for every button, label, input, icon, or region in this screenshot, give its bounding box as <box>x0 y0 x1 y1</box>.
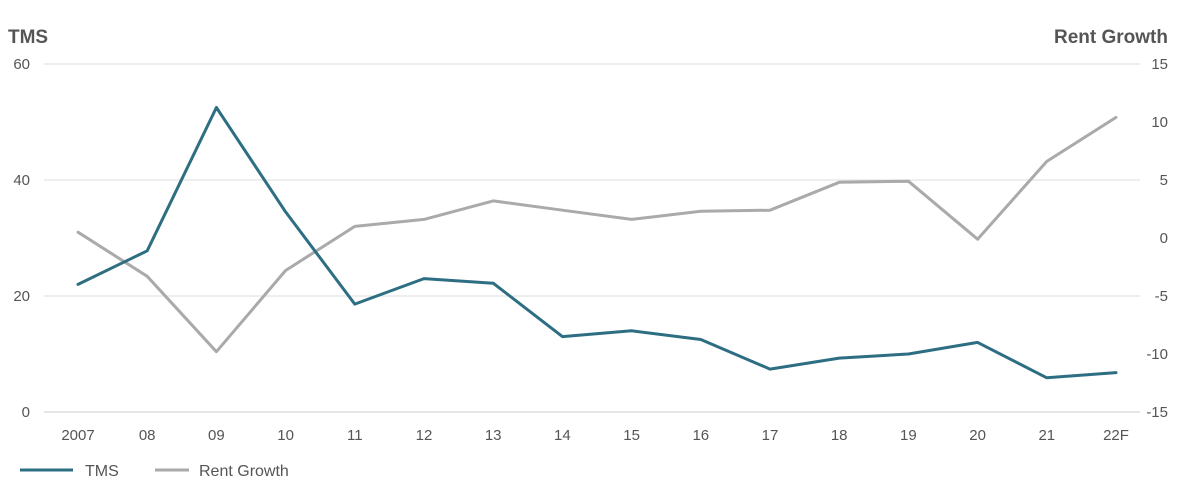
grid-layer <box>44 63 1140 413</box>
x-tick-label: 15 <box>623 427 640 444</box>
left-tick-label: 40 <box>13 172 30 189</box>
right-tick-label: -15 <box>1146 404 1168 421</box>
x-tick-label: 19 <box>900 427 917 444</box>
left-tick-label: 0 <box>22 404 30 421</box>
x-tick-label: 18 <box>831 427 848 444</box>
x-tick-label: 13 <box>485 427 502 444</box>
right-tick-label: -10 <box>1146 346 1168 363</box>
x-tick-label: 2007 <box>61 427 94 444</box>
series-line-tms <box>76 106 1118 380</box>
left-axis-title: TMS <box>8 27 48 48</box>
x-tick-label: 17 <box>762 427 779 444</box>
x-tick-label: 22F <box>1103 427 1129 444</box>
right-tick-label: 15 <box>1151 56 1168 73</box>
x-tick-label: 08 <box>139 427 156 444</box>
left-tick-label: 20 <box>13 288 30 305</box>
series-layer <box>76 106 1118 380</box>
right-tick-label: -5 <box>1155 288 1168 305</box>
x-tick-label: 10 <box>277 427 294 444</box>
right-axis-title: Rent Growth <box>1054 27 1168 48</box>
x-tick-label: 21 <box>1038 427 1055 444</box>
x-tick-label: 14 <box>554 427 571 444</box>
series-line-rent-growth <box>76 115 1118 354</box>
right-tick-label: 10 <box>1151 114 1168 131</box>
x-tick-label: 09 <box>208 427 225 444</box>
legend: TMS Rent Growth <box>20 463 289 480</box>
x-tick-label: 20 <box>969 427 986 444</box>
x-tick-label: 12 <box>416 427 433 444</box>
tick-layer: 60 40 20 0 15 10 5 0 -5 -10 -15 2007 08 09 10 11 12 13 14 1… <box>13 56 1168 444</box>
legend-label-rent-growth: Rent Growth <box>199 463 289 480</box>
right-tick-label: 0 <box>1160 230 1168 247</box>
legend-label-tms: TMS <box>85 463 119 480</box>
left-tick-label: 60 <box>13 56 30 73</box>
x-tick-label: 16 <box>692 427 709 444</box>
x-tick-label: 11 <box>347 427 363 444</box>
right-tick-label: 5 <box>1160 172 1168 189</box>
